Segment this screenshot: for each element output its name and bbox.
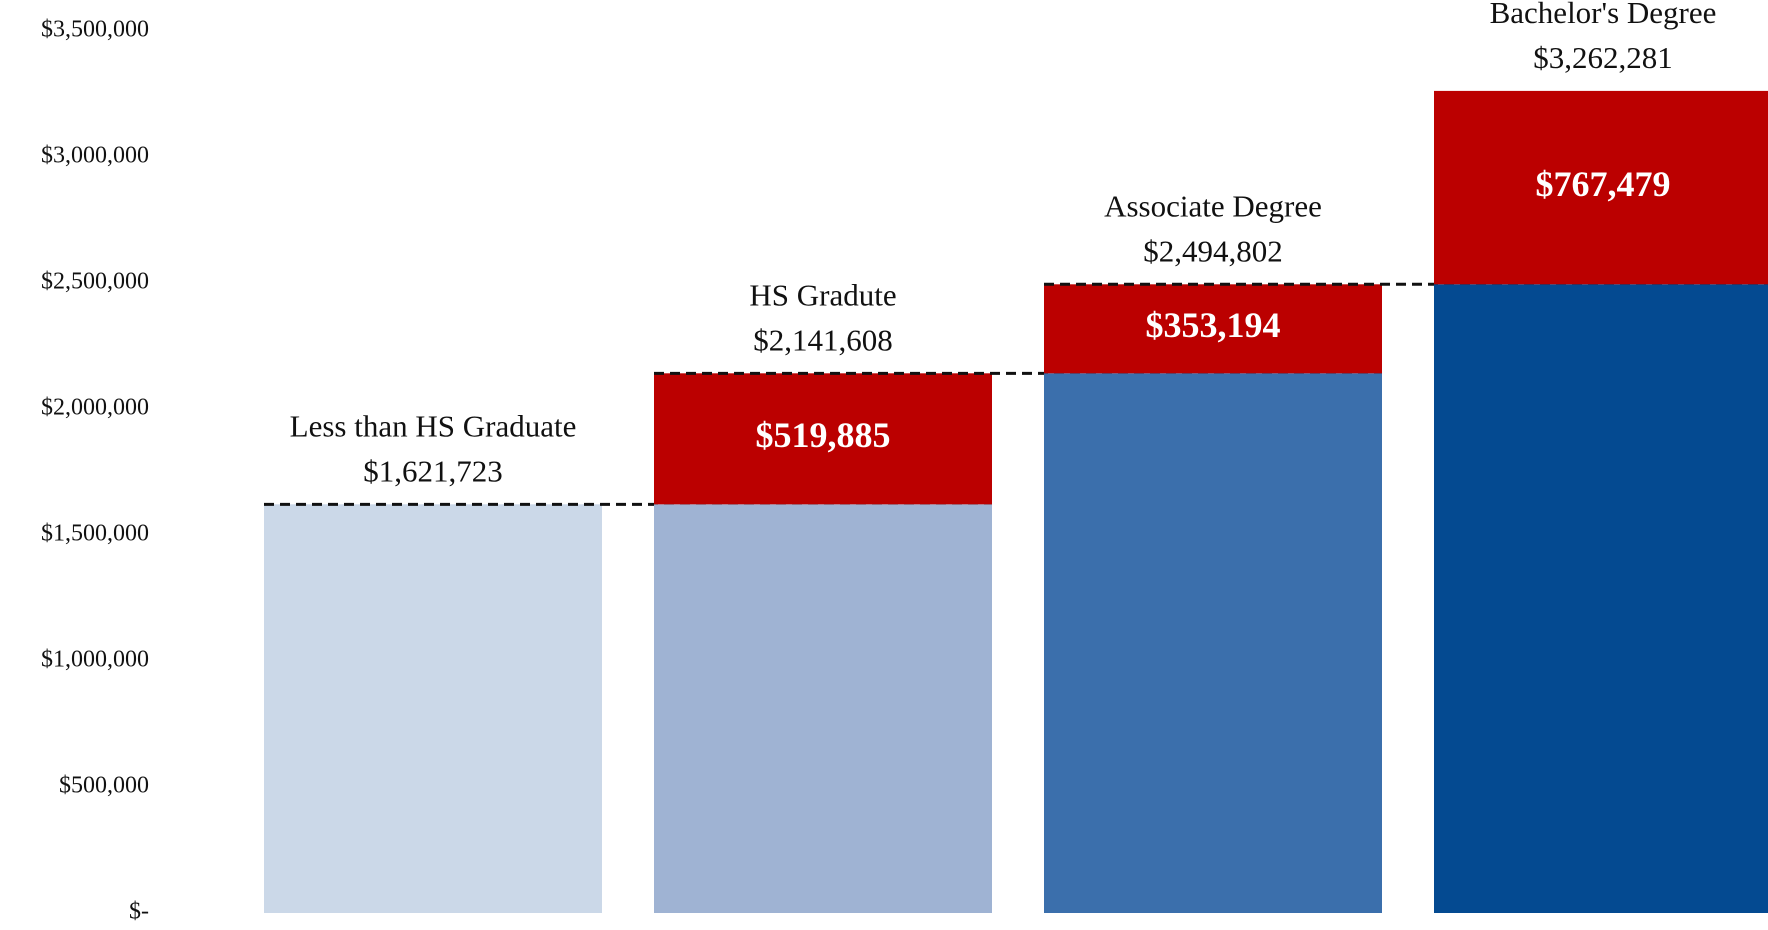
y-tick-label: $1,500,000 [41, 521, 149, 547]
y-tick-label: $2,500,000 [41, 269, 149, 295]
y-tick-label: $3,000,000 [41, 143, 149, 169]
y-tick-label: $500,000 [59, 773, 149, 799]
bar-segment [1044, 373, 1382, 913]
y-tick-label: $1,000,000 [41, 647, 149, 673]
y-tick-label: $3,500,000 [41, 17, 149, 43]
segment-label: $353,194 [1146, 305, 1281, 345]
category-label: Bachelor's Degree [1490, 0, 1717, 30]
total-label: $1,621,723 [363, 453, 503, 488]
category-label: Less than HS Graduate [290, 408, 577, 443]
category-label: Associate Degree [1104, 188, 1322, 223]
category-label: HS Gradute [749, 277, 896, 312]
total-label: $2,141,608 [753, 322, 893, 357]
bar-segment [1434, 284, 1768, 913]
bar-segment [1044, 284, 1382, 374]
bar-segment [654, 504, 992, 913]
segment-label: $767,479 [1536, 164, 1671, 204]
bar-segment [264, 504, 602, 913]
total-label: $2,494,802 [1143, 233, 1283, 268]
total-label: $3,262,281 [1533, 40, 1673, 75]
bar-segment [654, 373, 992, 505]
segment-label: $519,885 [756, 415, 891, 455]
y-tick-label: $- [129, 899, 149, 925]
bar-segment [1434, 90, 1768, 285]
y-tick-label: $2,000,000 [41, 395, 149, 421]
